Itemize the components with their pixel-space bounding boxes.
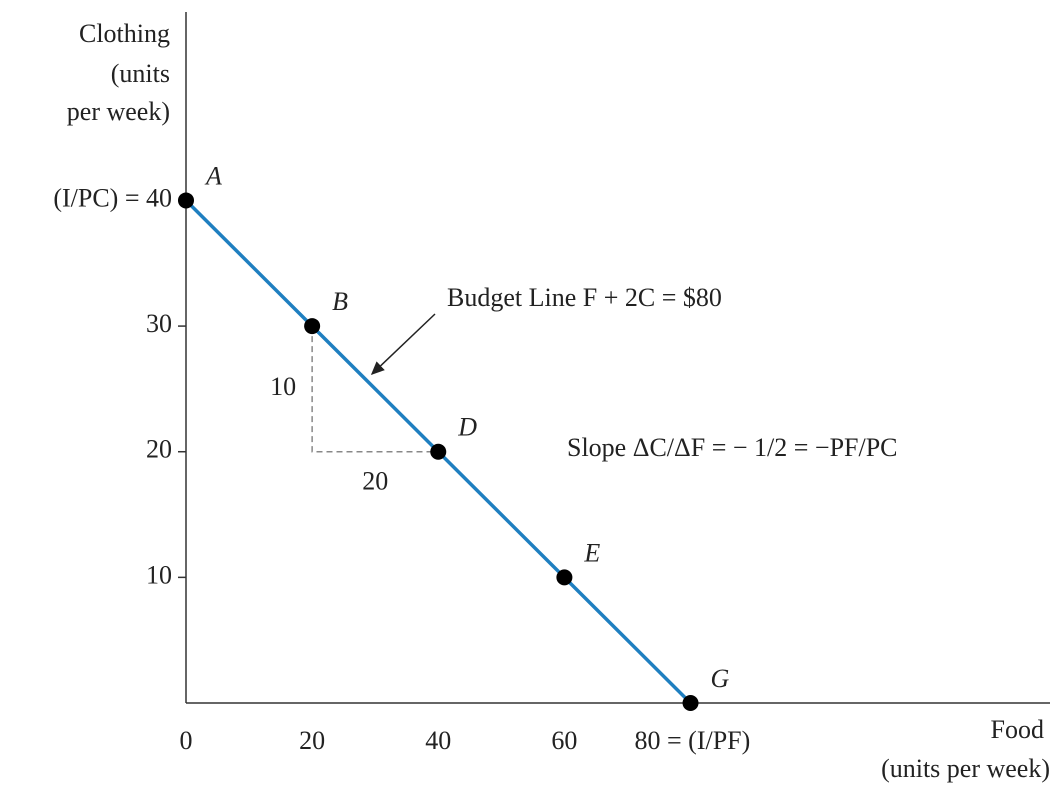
budget-line-label: Budget Line F + 2C = $80: [447, 283, 722, 312]
y-axis-label: Clothing: [79, 19, 170, 48]
y-tick-label: (I/PC) = 40: [53, 183, 172, 212]
point: [178, 192, 194, 209]
point: [430, 443, 447, 460]
y-tick-label: 20: [146, 435, 172, 464]
point: [304, 318, 321, 335]
slope-guide: [311, 326, 439, 453]
x-axis-label: (units per week): [881, 754, 1050, 783]
slope-label: Slope ΔC/ΔF = − 1/2 = −PF/PC: [567, 433, 898, 462]
point-label: G: [711, 664, 730, 693]
y-axis-label: per week): [67, 97, 170, 126]
y-axis-label: (units: [111, 59, 170, 88]
point: [682, 695, 699, 711]
run-label: 20: [362, 467, 388, 496]
x-axis-label: Food: [991, 715, 1044, 744]
x-tick-label: 0: [180, 726, 193, 755]
rise-label: 10: [270, 372, 296, 401]
point-label: B: [332, 287, 348, 316]
point-label: E: [583, 538, 600, 567]
y-tick-label: 10: [146, 560, 172, 589]
y-tick-label: 30: [146, 309, 172, 338]
x-tick-label: 40: [425, 726, 451, 755]
x-tick-label: 20: [299, 726, 325, 755]
point: [556, 569, 573, 586]
point-label: D: [457, 413, 477, 442]
x-tick-label: 60: [551, 726, 577, 755]
annotation-arrow: [370, 313, 436, 376]
x-tick-label: 80 = (I/PF): [635, 726, 751, 755]
point-label: A: [204, 161, 222, 190]
